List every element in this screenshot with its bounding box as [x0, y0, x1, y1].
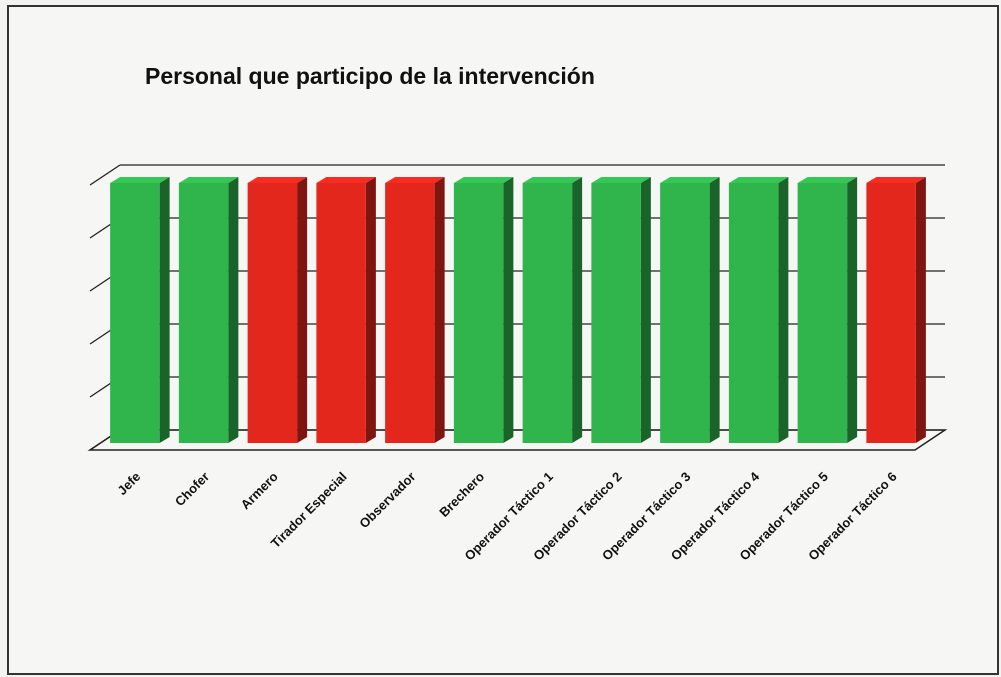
bar-top	[522, 177, 583, 183]
bar	[797, 183, 848, 443]
bar-top	[385, 177, 445, 183]
bar-side	[778, 177, 789, 443]
bar	[316, 183, 366, 443]
bar-top	[453, 177, 514, 183]
bar-top	[797, 177, 858, 183]
bar-side	[847, 177, 858, 443]
bar-side	[434, 177, 445, 443]
bar-side	[572, 177, 583, 443]
bar-side	[228, 177, 239, 443]
bar-top	[247, 177, 308, 183]
bar-top	[866, 177, 926, 183]
bar	[247, 183, 298, 443]
bar-top	[316, 177, 376, 183]
bar-side	[640, 177, 651, 443]
bar-top	[110, 177, 170, 183]
bar	[866, 183, 916, 443]
bar	[453, 183, 504, 443]
grid-line-side	[89, 164, 121, 186]
bar	[178, 183, 229, 443]
bar-top	[660, 177, 720, 183]
bar-side	[915, 177, 926, 443]
bar	[385, 183, 435, 443]
bar	[591, 183, 641, 443]
bar-top	[591, 177, 651, 183]
bar	[110, 183, 160, 443]
bar-side	[503, 177, 514, 443]
bar-top	[728, 177, 789, 183]
bar-top	[178, 177, 239, 183]
bar-side	[709, 177, 720, 443]
bar-side	[297, 177, 308, 443]
bar	[522, 183, 573, 443]
bar	[660, 183, 710, 443]
bar-side	[365, 177, 376, 443]
bar	[728, 183, 779, 443]
bar-side	[159, 177, 170, 443]
chart-title: Personal que participo de la intervenció…	[145, 63, 595, 89]
